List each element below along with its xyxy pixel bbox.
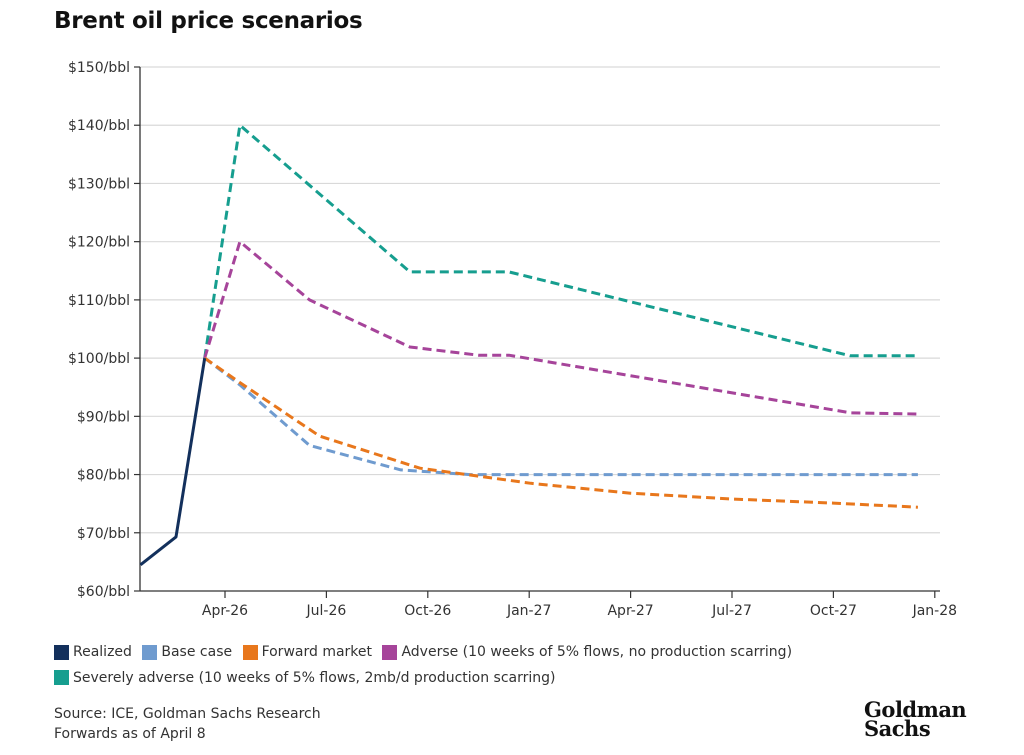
- legend-label: Severely adverse (10 weeks of 5% flows, …: [73, 669, 556, 686]
- series-line-base-case: [203, 356, 918, 477]
- legend-swatch: [382, 644, 398, 660]
- y-tick-label: $100/bbl: [68, 351, 130, 367]
- y-axis-ticks: $150/bbl $140/bbl $130/bbl $120/bbl $110/bbl…: [68, 60, 140, 600]
- x-axis-ticks: Apr-26 Jul-26 Oct-26 Jan-27 Apr-27 Jul-27 Oct-…: [202, 591, 957, 619]
- x-tick-label: Jan-28: [912, 603, 957, 619]
- legend-swatch: [142, 644, 158, 660]
- y-tick-label: $80/bbl: [77, 468, 130, 484]
- legend-item-severely-adverse: Severely adverse (10 weeks of 5% flows, …: [54, 667, 556, 689]
- y-tick-label: $140/bbl: [68, 118, 130, 134]
- goldman-sachs-logo: Goldman Sachs: [864, 697, 967, 741]
- y-tick-label: $90/bbl: [77, 409, 130, 425]
- y-tick-label: $110/bbl: [68, 293, 130, 309]
- x-tick-label: Apr-26: [202, 603, 248, 619]
- source-line: Source: ICE, Goldman Sachs Research: [54, 706, 321, 722]
- axes: [139, 67, 940, 592]
- x-tick-label: Apr-27: [607, 603, 653, 619]
- legend-item-realized: Realized: [54, 641, 132, 663]
- line-chart: $150/bbl $140/bbl $130/bbl $120/bbl $110/bbl…: [68, 60, 957, 619]
- series-line-adverse: [203, 240, 918, 416]
- y-tick-label: $60/bbl: [77, 584, 130, 600]
- legend-swatch: [54, 644, 69, 660]
- chart-title: Brent oil price scenarios: [54, 8, 363, 34]
- x-tick-label: Jul-26: [306, 603, 347, 619]
- x-tick-label: Jul-27: [711, 603, 752, 619]
- legend-label: Adverse (10 weeks of 5% flows, no produc…: [401, 644, 793, 660]
- forwards-date-note: Forwards as of April 8: [54, 726, 206, 742]
- legend-swatch: [54, 670, 69, 685]
- y-tick-label: $70/bbl: [77, 526, 130, 542]
- y-tick-label: $150/bbl: [68, 60, 130, 76]
- legend-swatch: [242, 644, 258, 660]
- source-note: Source: ICE, Goldman Sachs Research Forw…: [54, 704, 321, 744]
- series-lines: [139, 123, 918, 566]
- x-tick-label: Oct-26: [404, 603, 451, 619]
- legend-item-base-case: Base case: [142, 641, 232, 663]
- legend-label: Forward market: [261, 644, 372, 660]
- legend: Realized Base case Forward market Advers…: [54, 641, 954, 692]
- series-line-forward-market: [203, 356, 918, 509]
- series-line-realized: [139, 357, 207, 566]
- x-tick-label: Oct-27: [810, 603, 857, 619]
- legend-item-adverse: Adverse (10 weeks of 5% flows, no produc…: [382, 641, 792, 663]
- logo-line-2: Sachs: [864, 716, 931, 741]
- series-line-severely-adverse: [203, 123, 918, 359]
- grid-lines: [140, 66, 940, 534]
- y-tick-label: $120/bbl: [68, 235, 130, 251]
- y-tick-label: $130/bbl: [68, 176, 130, 192]
- x-tick-label: Jan-27: [506, 603, 551, 619]
- legend-item-forward-market: Forward market: [242, 641, 372, 663]
- legend-label: Realized: [73, 644, 132, 660]
- logo-line-1: Goldman: [864, 697, 967, 722]
- legend-label: Base case: [161, 644, 233, 660]
